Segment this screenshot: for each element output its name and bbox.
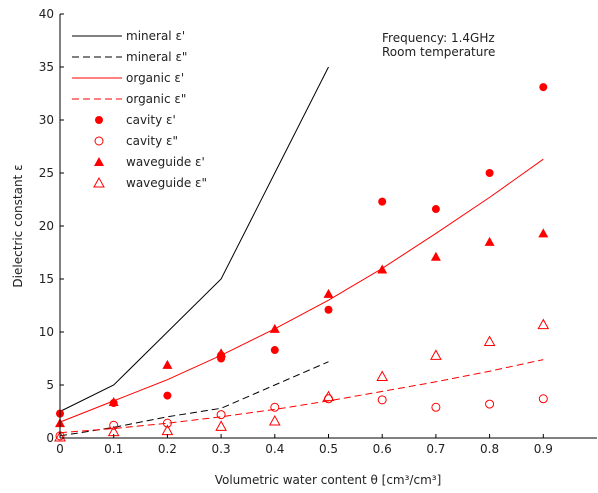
data-point [269,323,280,333]
legend-swatch [94,136,104,146]
data-point [162,359,173,369]
legend-item-2: organic ε' [72,71,184,85]
y-tick-label: 0 [46,431,54,445]
data-point [322,390,335,402]
y-tick-label: 10 [39,325,54,339]
data-point [431,205,440,214]
data-point [216,348,227,358]
data-point [268,415,281,426]
data-point [430,349,442,360]
y-axis-title: Dielectric constant ε [11,164,25,287]
annotation-temperature: Room temperature [382,45,495,59]
series-line [59,158,544,423]
y-tick-label: 30 [39,113,54,127]
y-tick-label: 35 [39,60,54,74]
data-point [215,420,227,431]
legend-item-4: cavity ε' [95,113,176,127]
legend-item-7: waveguide ε" [93,176,207,190]
legend-item-1: mineral ε" [72,50,187,64]
data-point [270,402,280,412]
x-tick-label: 0.7 [426,442,445,456]
data-point [54,430,66,442]
data-point [216,410,226,420]
data-point [109,420,119,430]
data-point [430,251,441,261]
legend-label: cavity ε' [126,113,176,127]
x-tick-label: 0.2 [158,442,177,456]
data-point [378,197,387,206]
legend-swatch [94,157,104,166]
legend-label: waveguide ε" [126,176,207,190]
x-tick-label: 0.4 [265,442,284,456]
annotation-frequency: Frequency: 1.4GHz [382,31,495,45]
legend-swatch [95,116,103,124]
y-tick-label: 25 [39,166,54,180]
legend-label: mineral ε' [126,29,185,43]
x-tick-label: 0.3 [212,442,231,456]
x-tick-label: 0 [56,442,64,456]
x-tick-label: 0.1 [104,442,123,456]
data-point [324,305,333,314]
y-tick-label: 15 [39,272,54,286]
legend-label: organic ε' [126,71,184,85]
series-3 [59,359,544,434]
data-point [431,402,441,412]
data-point [485,399,495,409]
x-axis-title: Volumetric water content θ [cm³/cm³] [215,473,442,487]
x-tick-label: 0.8 [480,442,499,456]
axes: 0 0.1 0.2 0.3 0.4 0.5 0.6 0.7 0.8 0.9 0 5 10 15 20 25 30… [39,7,597,456]
y-tick-label: 20 [39,219,54,233]
data-point [537,318,550,330]
legend-label: cavity ε" [126,134,178,148]
legend-item-3: organic ε" [72,92,186,106]
legend-label: mineral ε" [126,50,187,64]
series-0 [59,66,329,412]
data-point [539,83,548,92]
x-tick-label: 0.6 [373,442,392,456]
data-point [270,346,279,355]
data-point [377,264,388,274]
data-point [162,418,172,428]
legend-item-5: cavity ε" [94,134,178,148]
data-point [484,236,495,246]
series-line [59,66,329,412]
data-point [538,228,549,238]
data-point [538,394,548,404]
legend-swatch [93,176,105,188]
legend: mineral ε' mineral ε" organic ε' organic ε"… [72,29,207,190]
legend-label: waveguide ε' [126,155,205,169]
x-tick-label: 0.9 [534,442,553,456]
data-point [323,288,334,298]
data-point [163,391,172,400]
legend-label: organic ε" [126,92,186,106]
x-tick-label: 0.5 [319,442,338,456]
data-point [377,395,387,405]
y-tick-label: 5 [46,378,54,392]
data-point [483,335,496,347]
y-tick-label: 40 [39,7,54,21]
series-2 [59,158,544,423]
legend-item-0: mineral ε' [72,29,185,43]
data-point [108,396,119,406]
series-line [59,359,544,434]
data-point [376,370,389,382]
data-point [485,169,494,177]
series-6 [55,228,549,428]
legend-item-6: waveguide ε' [94,155,205,169]
